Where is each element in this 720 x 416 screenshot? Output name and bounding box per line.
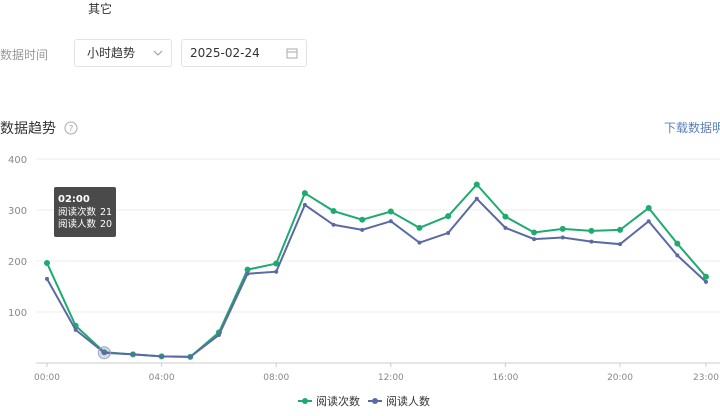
download-link[interactable]: 下载数据明细 bbox=[664, 121, 720, 135]
point bbox=[301, 190, 308, 197]
x-tick-label: 08:00 bbox=[263, 373, 289, 383]
point bbox=[473, 181, 480, 188]
point bbox=[360, 227, 365, 232]
point bbox=[273, 260, 280, 267]
tooltip-name: 阅读次数 bbox=[58, 206, 97, 218]
point bbox=[73, 327, 78, 332]
point bbox=[388, 219, 393, 224]
point bbox=[646, 219, 651, 224]
calendar-icon bbox=[286, 48, 298, 59]
legend-label: 阅读人数 bbox=[386, 394, 430, 408]
tooltip-box bbox=[54, 187, 116, 237]
tooltip-value: 20 bbox=[100, 219, 112, 230]
point bbox=[445, 213, 452, 220]
y-tick-label: 400 bbox=[8, 155, 27, 166]
chevron bbox=[153, 50, 163, 56]
point bbox=[704, 279, 708, 284]
point bbox=[588, 227, 595, 234]
legend-label: 阅读次数 bbox=[316, 394, 360, 408]
section-title-text: 数据趋势 bbox=[0, 121, 56, 137]
point bbox=[416, 224, 423, 231]
point bbox=[417, 240, 422, 245]
point bbox=[245, 271, 250, 276]
tooltip-row: 阅读人数 20 bbox=[58, 218, 112, 230]
x-tick-label: 20:00 bbox=[607, 373, 633, 383]
point bbox=[559, 225, 566, 232]
point bbox=[330, 208, 337, 215]
point bbox=[474, 196, 479, 201]
section-title: 数据趋势 ? bbox=[0, 118, 78, 138]
chart: 100 200 300 400 00:00 04:00 08:00 12:00 16:00 20:… bbox=[8, 155, 720, 408]
x-tick-label: 04:00 bbox=[149, 373, 175, 383]
tab[interactable]: 其它 bbox=[88, 2, 113, 16]
legend-dot bbox=[302, 398, 308, 404]
filter-label: 数据时间 bbox=[0, 48, 49, 62]
point bbox=[675, 253, 680, 258]
mode-text: 小时趋势 bbox=[87, 46, 136, 60]
x-tick-label: 16:00 bbox=[492, 373, 518, 383]
x-tick-label: 23:00 bbox=[693, 373, 719, 383]
point bbox=[44, 260, 50, 267]
y-tick-label: 300 bbox=[8, 206, 27, 217]
y-tick-label: 200 bbox=[8, 257, 27, 268]
tooltip-name: 阅读人数 bbox=[58, 218, 97, 230]
tooltip-title: 02:00 bbox=[58, 194, 90, 205]
point bbox=[674, 240, 681, 247]
point bbox=[302, 202, 307, 207]
point bbox=[331, 222, 336, 227]
date-text: 2025-02-24 bbox=[190, 46, 260, 60]
point bbox=[45, 276, 49, 281]
tooltip-value: 21 bbox=[100, 207, 112, 218]
point bbox=[130, 352, 135, 357]
point bbox=[274, 269, 279, 274]
point bbox=[532, 237, 537, 242]
x-tick-label: 12:00 bbox=[378, 373, 404, 383]
y-tick-label: 100 bbox=[8, 308, 27, 319]
point bbox=[617, 226, 624, 233]
point bbox=[503, 225, 508, 230]
point bbox=[244, 266, 251, 273]
point bbox=[387, 208, 394, 215]
help-icon[interactable]: ? bbox=[64, 121, 78, 135]
point bbox=[502, 213, 509, 220]
point bbox=[560, 235, 565, 240]
hover-ring bbox=[97, 346, 111, 360]
tooltip-row: 阅读次数 21 bbox=[58, 206, 112, 218]
point bbox=[359, 216, 366, 223]
mode-select[interactable]: 小时趋势 bbox=[74, 39, 172, 67]
legend-dot bbox=[372, 398, 378, 404]
point bbox=[645, 204, 652, 211]
point bbox=[446, 230, 451, 235]
series-line bbox=[46, 197, 707, 358]
point bbox=[159, 354, 164, 359]
svg-text:?: ? bbox=[69, 125, 74, 135]
date-input[interactable]: 2025-02-24 bbox=[181, 39, 307, 67]
point bbox=[531, 229, 538, 236]
point bbox=[102, 350, 107, 355]
point bbox=[216, 332, 221, 337]
point bbox=[703, 273, 709, 280]
point bbox=[618, 242, 623, 247]
point bbox=[188, 354, 193, 359]
x-tick-label: 00:00 bbox=[34, 373, 60, 383]
point bbox=[589, 239, 594, 244]
